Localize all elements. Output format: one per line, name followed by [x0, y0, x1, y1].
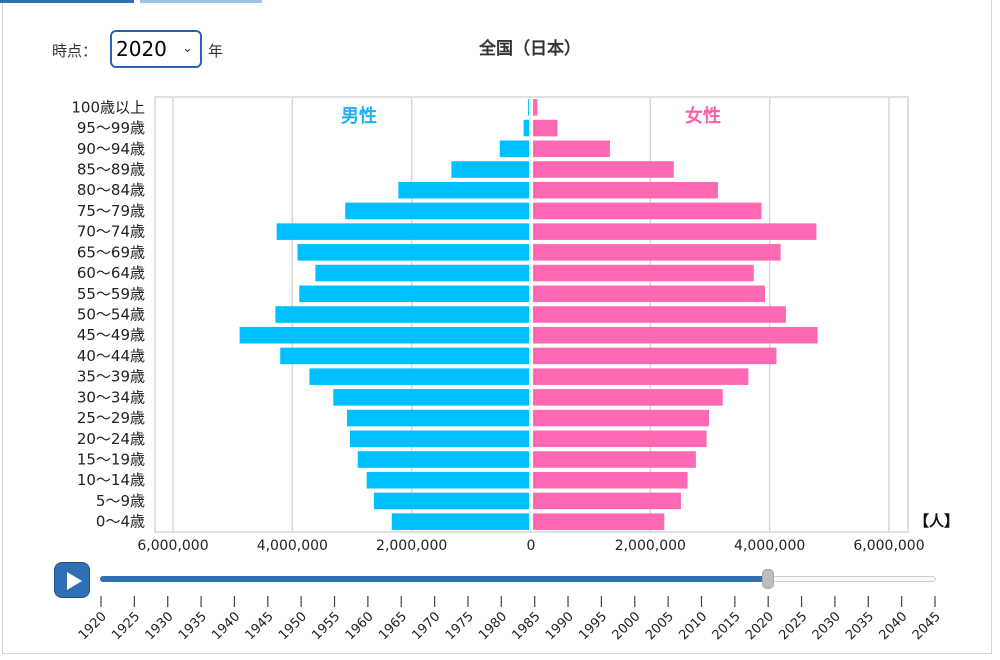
female-bar: [533, 326, 818, 344]
age-group-label: 20〜24歳: [77, 430, 145, 448]
female-bar: [533, 119, 558, 137]
age-group-label: 55〜59歳: [77, 285, 145, 303]
age-group-label: 40〜44歳: [77, 347, 145, 365]
plot-area-border: [154, 96, 909, 533]
female-bar: [533, 306, 786, 323]
male-bar: [357, 451, 529, 468]
female-bar: [533, 409, 710, 427]
chart-title: 全国（日本）: [479, 39, 581, 59]
age-group-label: 100歳以上: [71, 98, 145, 116]
male-bar: [391, 513, 529, 530]
age-group-label: 90〜94歳: [77, 140, 145, 158]
age-group-label: 75〜79歳: [77, 202, 145, 220]
male-bar: [451, 161, 529, 178]
tab-indicator-active[interactable]: [0, 0, 134, 3]
male-bar: [366, 471, 529, 489]
female-bar: [533, 99, 538, 116]
play-button[interactable]: [54, 562, 90, 598]
female-bar: [533, 347, 777, 365]
male-bar: [309, 368, 529, 385]
male-bar: [345, 202, 529, 220]
female-bar: [533, 492, 681, 510]
age-group-label: 45〜49歳: [77, 326, 145, 344]
male-bar: [315, 264, 529, 282]
female-bar: [533, 430, 707, 448]
female-bar: [533, 202, 762, 220]
population-pyramid-chart: 0〜4歳 5〜9歳 10〜14歳 15〜19歳 20〜24歳 25〜29歳 30〜34歳 35…: [71, 96, 959, 554]
x-tick-label: 6,000,000: [137, 538, 208, 554]
unit-label: 【人】: [914, 512, 959, 530]
age-group-label: 65〜69歳: [77, 243, 145, 261]
x-tick-label: 4,000,000: [734, 538, 805, 554]
female-bar: [533, 264, 754, 282]
male-series-label: 男性: [341, 105, 377, 127]
x-tick-label: 4,000,000: [257, 538, 328, 554]
x-tick-label: 6,000,000: [853, 538, 924, 554]
age-group-label: 95〜99歳: [77, 119, 145, 137]
female-bar: [533, 140, 610, 158]
age-group-label: 50〜54歳: [77, 306, 145, 324]
age-group-label: 10〜14歳: [77, 471, 145, 489]
male-bar: [499, 140, 529, 158]
female-bar: [533, 244, 781, 261]
male-bar: [280, 347, 529, 365]
year-unit-label: 年: [208, 42, 224, 60]
chevron-down-icon: ⌄: [182, 41, 193, 56]
female-bar: [533, 368, 749, 385]
male-bar: [239, 326, 529, 344]
age-group-label: 70〜74歳: [77, 223, 145, 241]
female-series-label: 女性: [685, 105, 721, 127]
male-bar: [297, 244, 529, 261]
male-bar: [276, 223, 529, 240]
male-bar: [373, 492, 529, 510]
x-tick-label: 2,000,000: [615, 538, 686, 554]
year-slider-handle[interactable]: [762, 569, 775, 589]
x-tick-label: 2,000,000: [376, 538, 447, 554]
age-group-label: 30〜34歳: [77, 388, 145, 406]
play-icon: [67, 572, 82, 590]
male-bar: [528, 99, 529, 116]
male-bar: [333, 389, 529, 406]
male-bar: [523, 119, 529, 137]
age-group-label: 85〜89歳: [77, 161, 145, 179]
age-group-label: 5〜9歳: [96, 492, 145, 510]
year-select[interactable]: 2020 ⌄: [110, 30, 202, 68]
age-group-label: 35〜39歳: [77, 368, 145, 386]
age-group-label: 25〜29歳: [77, 409, 145, 427]
time-label: 時点：: [52, 42, 98, 60]
female-bar: [533, 161, 674, 178]
female-bar: [533, 285, 766, 303]
female-bar: [533, 513, 665, 530]
age-group-label: 0〜4歳: [96, 513, 145, 531]
male-bar: [347, 409, 529, 427]
female-bar: [533, 181, 718, 199]
tab-indicator-inactive[interactable]: [140, 0, 262, 3]
age-group-label: 80〜84歳: [77, 181, 145, 199]
male-bar: [398, 181, 529, 199]
x-tick-label: 0: [527, 538, 536, 554]
year-slider-progress: [100, 576, 769, 582]
age-group-label: 15〜19歳: [77, 451, 145, 469]
female-bar: [533, 451, 696, 468]
female-bar: [533, 389, 723, 406]
male-bar: [299, 285, 529, 303]
year-select-value: 2020: [116, 37, 167, 61]
female-bar: [533, 471, 688, 489]
age-group-label: 60〜64歳: [77, 264, 145, 282]
male-bar: [275, 306, 529, 323]
female-bar: [533, 223, 817, 240]
male-bar: [350, 430, 529, 448]
